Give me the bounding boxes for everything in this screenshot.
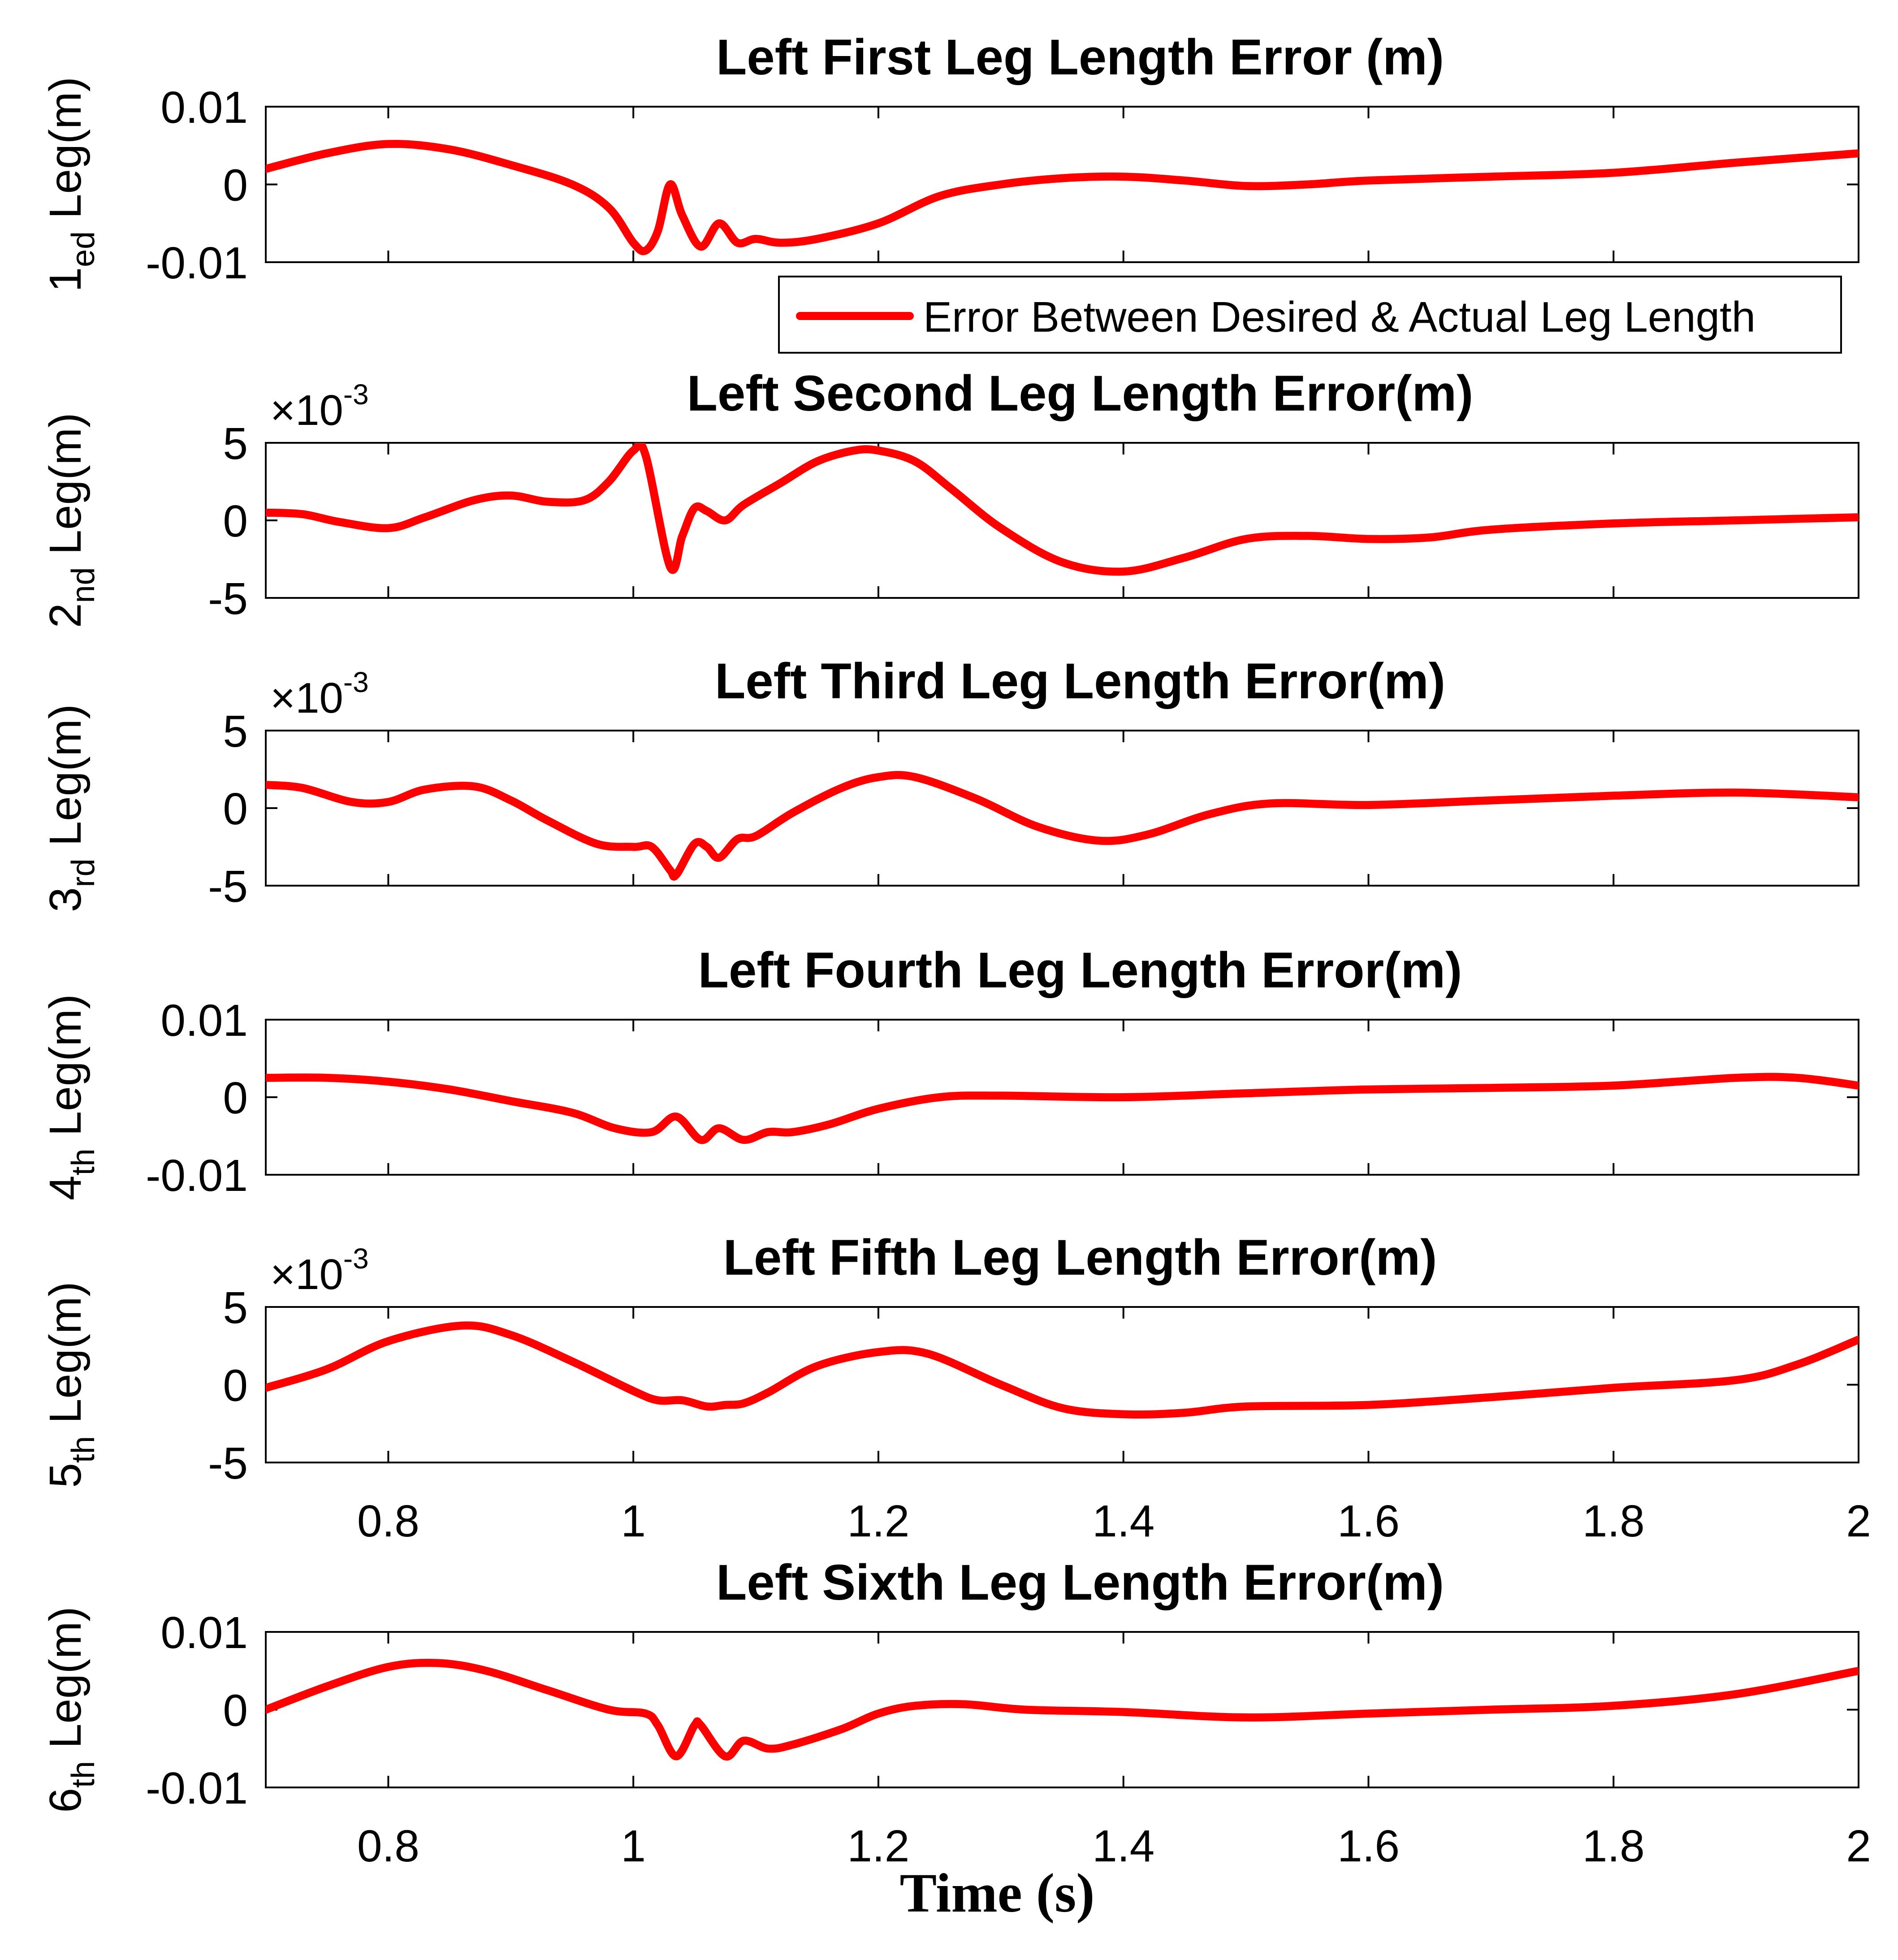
y-tick-label: -0.01 — [146, 1151, 248, 1201]
subplot-2: Left Second Leg Length Error(m) -5 0 5 ×10-3… — [40, 365, 1859, 628]
y-tick-label: 0.01 — [160, 82, 248, 133]
error-series-line — [266, 443, 1859, 576]
x-tick-label: 1.8 — [1582, 1821, 1645, 1871]
y-tick-label: 0 — [223, 1361, 248, 1411]
y-tick-label: -5 — [208, 574, 248, 624]
y-tick-label: 0.01 — [160, 995, 248, 1046]
x-tick-label: 1.6 — [1337, 1496, 1400, 1546]
y-tick-label: 5 — [223, 1283, 248, 1333]
x-tick-label: 0.8 — [357, 1496, 419, 1546]
subplot-title: Left Third Leg Length Error(m) — [715, 653, 1445, 709]
axis-multiplier: ×10-3 — [270, 1242, 369, 1298]
subplot-title: Left Fourth Leg Length Error(m) — [698, 942, 1462, 998]
x-tick-label: 1.2 — [847, 1496, 909, 1546]
error-series-line — [266, 140, 1859, 255]
y-tick-label: -0.01 — [146, 1763, 248, 1813]
subplot-1: Left First Leg Length Error (m) -0.01 0 0.0… — [40, 29, 1859, 292]
x-tick-label: 1.2 — [847, 1821, 909, 1871]
y-tick-label: 0 — [223, 1073, 248, 1123]
y-tick-label: -5 — [208, 861, 248, 912]
y-axis-label: 5th Leg(m) — [40, 1281, 101, 1488]
x-tick-label: 2 — [1846, 1821, 1871, 1871]
subplot-5: Left Fifth Leg Length Error(m) -5 0 5 0.8 1 1.… — [40, 1229, 1871, 1546]
y-axis-label: 3rd Leg(m) — [40, 704, 101, 912]
legend: Error Between Desired & Actual Leg Lengt… — [778, 276, 1842, 354]
axes-frame — [265, 1306, 1859, 1463]
legend-label: Error Between Desired & Actual Leg Lengt… — [923, 293, 1755, 341]
y-tick-label: 0 — [223, 784, 248, 834]
x-tick-label: 0.8 — [357, 1821, 419, 1871]
y-axis-label: 2nd Leg(m) — [40, 413, 101, 628]
x-tick-label: 1.6 — [1337, 1821, 1400, 1871]
y-tick-label: 0 — [223, 1686, 248, 1736]
y-axis-label: 6th Leg(m) — [40, 1606, 101, 1813]
axes-frame — [265, 730, 1859, 887]
subplot-4: Left Fourth Leg Length Error(m) -0.01 0 0.0… — [40, 942, 1859, 1201]
error-series-line — [266, 1073, 1859, 1144]
error-series-line — [266, 1658, 1859, 1761]
subplot-title: Left Second Leg Length Error(m) — [687, 365, 1474, 421]
axis-multiplier: ×10-3 — [270, 378, 369, 434]
x-tick-label: 1 — [621, 1496, 646, 1546]
x-tick-label: 2 — [1846, 1496, 1871, 1546]
x-tick-label: 1.8 — [1582, 1496, 1645, 1546]
subplot-title: Left First Leg Length Error (m) — [716, 29, 1444, 85]
x-tick-label: 1 — [621, 1821, 646, 1871]
error-series-line — [266, 771, 1859, 881]
legend-box — [778, 276, 1842, 354]
y-axis-label: 4th Leg(m) — [40, 994, 101, 1200]
x-axis-label: Time (s) — [899, 1862, 1094, 1924]
y-axis-label: 1ed Leg(m) — [40, 77, 101, 292]
y-tick-label: 0 — [223, 160, 248, 211]
y-tick-label: 5 — [223, 706, 248, 757]
subplot-title: Left Fifth Leg Length Error(m) — [723, 1229, 1437, 1285]
y-tick-label: 5 — [223, 419, 248, 469]
x-tick-label: 1.4 — [1092, 1496, 1154, 1546]
axis-multiplier: ×10-3 — [270, 666, 369, 722]
y-tick-label: -5 — [208, 1438, 248, 1488]
error-series-line — [266, 1321, 1859, 1419]
subplot-title: Left Sixth Leg Length Error(m) — [716, 1554, 1444, 1610]
x-tick-label: 1.4 — [1092, 1821, 1154, 1871]
y-tick-label: 0 — [223, 496, 248, 546]
subplot-3: Left Third Leg Length Error(m) -5 0 5 ×10-3 3… — [40, 653, 1859, 912]
subplot-6: Left Sixth Leg Length Error(m) -0.01 0 0.01… — [40, 1554, 1871, 1871]
y-tick-label: -0.01 — [146, 238, 248, 288]
y-tick-label: 0.01 — [160, 1608, 248, 1658]
axes-frame — [265, 106, 1859, 263]
